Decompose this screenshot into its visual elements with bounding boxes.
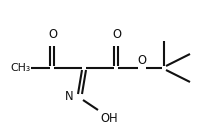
Text: OH: OH — [100, 112, 118, 124]
Text: CH₃: CH₃ — [10, 63, 30, 73]
Text: O: O — [49, 29, 57, 42]
Text: N: N — [65, 91, 73, 104]
Text: O: O — [138, 54, 146, 67]
Text: O: O — [113, 29, 121, 42]
